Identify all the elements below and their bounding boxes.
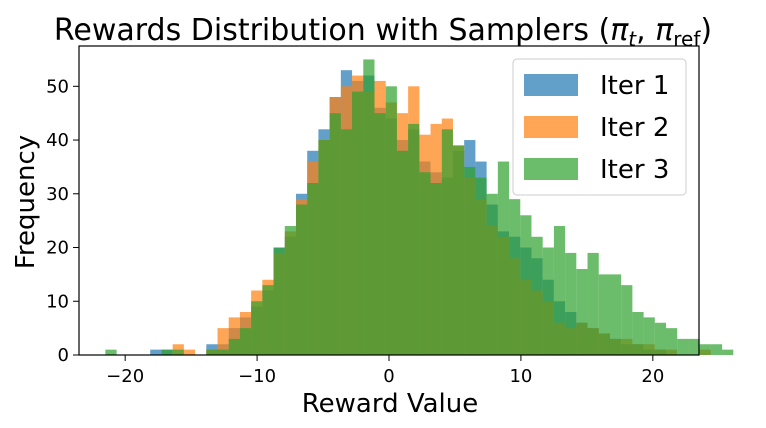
y-tick-label: 50 [46, 76, 69, 97]
y-tick-label: 10 [46, 291, 69, 312]
bar [150, 349, 162, 355]
y-tick-label: 0 [58, 345, 69, 366]
bar [172, 349, 184, 355]
bar [565, 252, 577, 355]
bar [621, 285, 633, 355]
plot-area [105, 59, 734, 356]
bar [609, 274, 622, 355]
bar [105, 349, 117, 355]
x-tick-label: 0 [383, 366, 394, 387]
bar [497, 161, 510, 355]
bar [385, 86, 397, 355]
bar [542, 247, 554, 355]
bar [587, 252, 599, 355]
legend-label-3: Iter 3 [600, 155, 669, 185]
bar [352, 91, 364, 356]
x-tick-label: 10 [509, 366, 532, 387]
bar [722, 349, 734, 355]
bar [217, 349, 229, 355]
legend-label-1: Iter 1 [600, 71, 669, 101]
bar [183, 349, 196, 355]
bar [318, 140, 330, 355]
bar [486, 193, 498, 355]
bar [654, 322, 667, 355]
bar [677, 338, 689, 355]
x-axis: −20 −10 0 10 20 [106, 355, 664, 387]
bar [217, 328, 229, 355]
y-tick-label: 30 [46, 184, 69, 205]
bar [228, 317, 240, 355]
bar [598, 274, 610, 355]
bar [710, 344, 723, 355]
y-tick-label: 40 [46, 130, 69, 151]
bar [228, 338, 240, 355]
x-tick-label: −20 [106, 366, 144, 387]
bar [531, 236, 543, 355]
bar [419, 172, 431, 355]
bar [475, 177, 487, 355]
bar [430, 183, 442, 355]
bar [520, 215, 532, 355]
y-axis: 0 10 20 30 40 50 [46, 76, 79, 366]
bar [329, 113, 341, 355]
y-axis-label: Frequency [11, 135, 41, 269]
bar [374, 113, 386, 355]
bar [296, 204, 308, 355]
bar [273, 247, 285, 355]
legend-swatch-3 [524, 158, 578, 180]
bar [340, 129, 353, 355]
legend-label-2: Iter 2 [600, 113, 669, 143]
bar [553, 226, 566, 355]
bar [206, 349, 218, 355]
bar [363, 59, 375, 355]
legend-swatch-1 [524, 74, 578, 96]
series-3-bars [105, 59, 734, 356]
bar [239, 328, 252, 355]
bar [632, 312, 644, 355]
bar [307, 183, 319, 355]
chart-title: Rewards Distribution with Samplers (πt, … [54, 13, 712, 51]
bar [576, 269, 588, 355]
x-tick-label: 20 [641, 366, 664, 387]
bar [284, 226, 296, 355]
bar [396, 150, 409, 355]
bar [452, 145, 465, 355]
bar [161, 349, 173, 355]
x-axis-label: Reward Value [302, 389, 479, 419]
x-tick-label: −10 [238, 366, 276, 387]
bar [688, 338, 700, 355]
legend-swatch-2 [524, 116, 578, 138]
bar [408, 123, 420, 355]
bar [441, 129, 453, 355]
bar [699, 344, 711, 355]
bar [262, 285, 274, 355]
bar [509, 199, 521, 355]
bar [251, 301, 263, 355]
bar [643, 317, 655, 355]
chart-title-text: Rewards Distribution with Samplers [54, 13, 589, 48]
legend: Iter 1 Iter 2 Iter 3 [512, 58, 687, 196]
bar [464, 166, 476, 355]
y-tick-label: 20 [46, 238, 69, 259]
bar [666, 328, 678, 355]
